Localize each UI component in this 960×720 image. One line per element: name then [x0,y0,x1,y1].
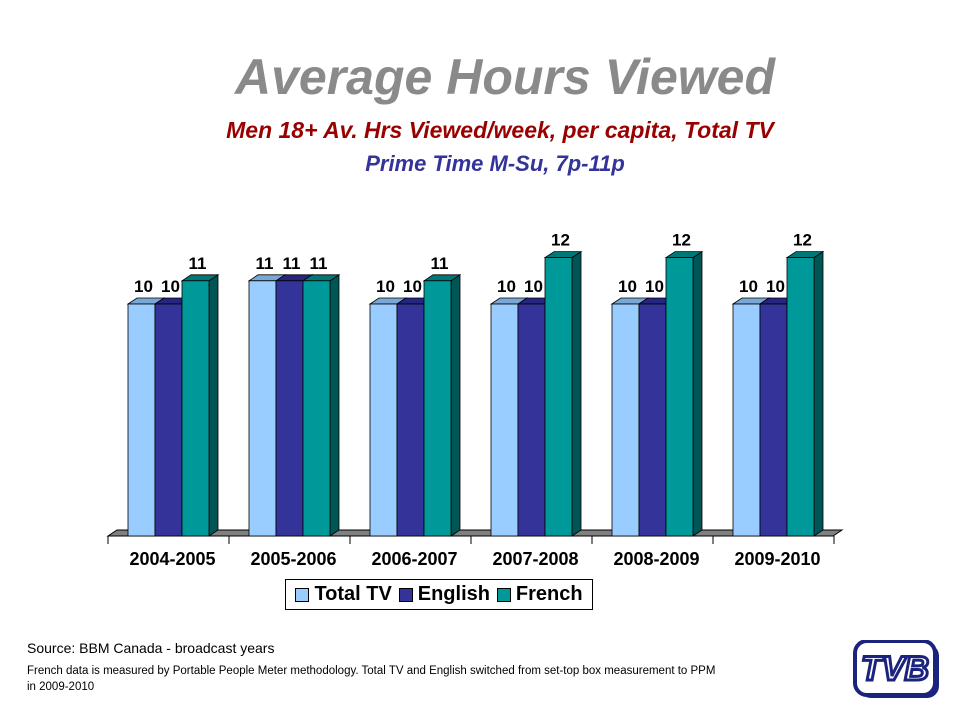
x-tick-label: 2004-2005 [129,549,215,569]
data-label: 10 [376,277,395,296]
legend-item-english: English [398,583,490,606]
data-label: 12 [793,231,812,250]
data-label: 10 [618,277,637,296]
bar-french [302,280,331,537]
bar-french [423,280,452,537]
data-label: 10 [739,277,758,296]
bar-total-tv [248,280,277,537]
bar-side-french [329,274,340,537]
data-label: 10 [161,277,180,296]
legend-swatch-french [496,587,511,602]
bar-english [154,303,183,537]
data-label: 12 [551,231,570,250]
bar-total-tv [732,303,761,537]
legend-item-french: French [496,583,583,606]
methodology-note: French data is measured by Portable Peop… [27,665,716,693]
bar-french [181,280,210,537]
legend-label-english: English [417,583,490,605]
bar-english [275,280,304,537]
bar-side-french [813,250,824,537]
x-tick-label: 2008-2009 [613,549,699,569]
bar-total-tv [611,303,640,537]
data-label: 11 [189,254,207,273]
data-label: 10 [403,277,422,296]
bar-english [759,303,788,537]
bar-side-french [450,274,461,537]
data-label: 12 [672,231,691,250]
tvb-logo: TVB [853,640,939,698]
legend-item-total-tv: Total TV [295,583,392,606]
data-label: 10 [766,277,785,296]
data-label: 10 [645,277,664,296]
x-tick-label: 2009-2010 [734,549,820,569]
legend-label-total-tv: Total TV [314,583,392,605]
tvb-logo-text: TVB [861,650,929,688]
x-tick-label: 2005-2006 [250,549,336,569]
data-label: 11 [431,254,449,273]
legend-label-french: French [515,583,583,605]
bar-english [396,303,425,537]
x-tick-label: 2007-2008 [492,549,578,569]
data-label: 11 [256,254,274,273]
source-note: Source: BBM Canada - broadcast years [27,640,275,656]
data-label: 11 [310,254,328,273]
bar-side-french [692,250,703,537]
x-tick-label: 2006-2007 [371,549,457,569]
data-label: 10 [524,277,543,296]
data-label: 10 [134,277,153,296]
bar-french [786,257,815,537]
bar-french [665,257,694,537]
bar-english [517,303,546,537]
data-label: 11 [283,254,301,273]
bar-side-french [571,250,582,537]
chart-title: Average Hours Viewed [234,49,775,105]
legend-swatch-total-tv [295,587,310,602]
data-label: 10 [497,277,516,296]
bar-side-french [208,274,219,537]
bar-total-tv [127,303,156,537]
bar-total-tv [490,303,519,537]
chart-floor [106,529,844,537]
chart-legend: Total TV English French [285,579,593,610]
chart-subtitle: Men 18+ Av. Hrs Viewed/week, per capita,… [226,117,774,143]
legend-swatch-english [398,587,413,602]
bar-french [544,257,573,537]
chart-subtitle-timeframe: Prime Time M-Su, 7p-11p [365,151,625,176]
bar-english [638,303,667,537]
bar-total-tv [369,303,398,537]
